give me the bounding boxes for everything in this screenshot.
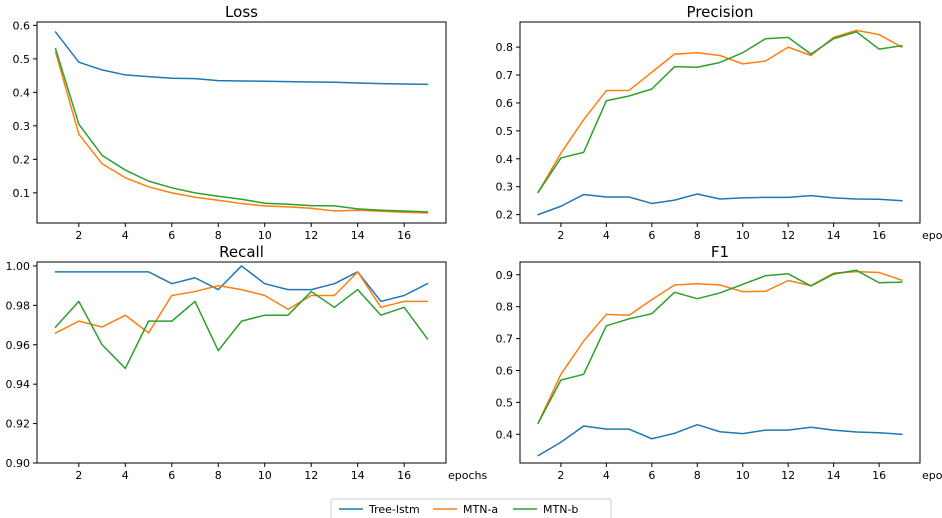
chart-title: Loss [225,3,258,21]
series-line-tree-lstm [54,30,429,86]
x-tick-label: 14 [827,229,841,242]
y-tick-label: 0.2 [13,153,31,166]
y-tick-label: 0.4 [496,428,514,441]
x-tick-label: 16 [872,229,886,242]
x-axis-label: epochs [922,229,942,242]
series-lines [537,269,903,457]
series-lines [537,29,903,216]
series-line-tree-lstm [54,265,429,303]
y-tick-label: 0.8 [496,301,514,314]
y-tick-label: 0.7 [496,333,514,346]
plot-frame [519,21,921,224]
plot-frame [519,261,921,464]
y-tick-label: 0.8 [496,41,514,54]
x-tick-label: 6 [648,469,655,482]
y-tick-label: 0.4 [496,153,514,166]
y-tick-label: 0.3 [496,181,514,194]
series-lines [54,265,429,370]
series-line-tree-lstm [537,423,903,457]
series-line-mtn-b [54,47,429,213]
x-tick-label: 12 [304,229,318,242]
x-tick-label: 6 [168,469,175,482]
x-tick-label: 14 [351,229,365,242]
legend-label: MTN-a [463,503,498,516]
legend-item-mtn-a: MTN-a [433,503,498,516]
x-tick-label: 8 [694,229,701,242]
subplot-f1: F1 2 4 6 8 10 12 14 16 0.4 0.5 0.6 0.7 0.8 0.9 epochs [496,243,942,482]
y-tick-label: 0.5 [496,396,514,409]
x-tick-label: 10 [258,229,272,242]
y-tick-label: 0.4 [13,86,31,99]
chart-title: Recall [219,243,264,261]
legend: Tree-lstm MTN-a MTN-b [330,498,612,518]
y-tick-label: 0.7 [496,69,514,82]
x-tick-label: 14 [351,469,365,482]
series-line-mtn-b [54,288,429,370]
x-tick-label: 10 [736,469,750,482]
y-tick-label: 0.5 [496,125,514,138]
series-line-mtn-a [54,271,429,334]
legend-label: MTN-b [543,503,578,516]
x-tick-label: 4 [603,229,610,242]
chart-title: F1 [711,243,729,261]
series-line-mtn-a [54,51,429,214]
x-tick-label: 12 [781,229,795,242]
y-tick-label: 0.5 [13,53,31,66]
y-tick-label: 0.96 [6,339,31,352]
x-tick-label: 2 [557,229,564,242]
x-tick-label: 4 [122,229,129,242]
subplot-loss: Loss 2 4 6 8 10 12 14 16 0.1 0.2 0.3 0.4 0.5 0.6 [13,3,447,242]
x-tick-label: 14 [827,469,841,482]
x-tick-label: 10 [258,469,272,482]
x-tick-label: 12 [304,469,318,482]
x-tick-label: 8 [215,229,222,242]
y-tick-label: 0.3 [13,120,31,133]
x-tick-label: 8 [215,469,222,482]
y-tick-label: 0.90 [6,457,31,470]
y-tick-label: 0.6 [496,364,514,377]
subplot-recall: Recall 2 4 6 8 10 12 14 16 0.90 0.92 0.94 0.96 0.98 1.… [6,243,488,482]
legend-box [330,498,612,518]
x-tick-label: 2 [557,469,564,482]
x-axis-label: epochs [448,469,487,482]
legend-item-mtn-b: MTN-b [513,503,578,516]
x-tick-label: 16 [872,469,886,482]
series-line-tree-lstm [537,193,903,216]
legend-label: Tree-lstm [368,503,420,516]
x-tick-label: 6 [168,229,175,242]
x-tick-label: 16 [397,469,411,482]
x-tick-label: 4 [603,469,610,482]
series-lines [54,30,429,214]
y-tick-label: 0.92 [6,418,31,431]
x-tick-label: 16 [397,229,411,242]
y-tick-label: 0.98 [6,299,31,312]
y-tick-label: 0.6 [496,97,514,110]
x-tick-label: 10 [736,229,750,242]
y-tick-label: 0.94 [6,378,31,391]
legend-item-tree-lstm: Tree-lstm [339,503,420,516]
x-tick-label: 2 [75,229,82,242]
x-tick-label: 12 [781,469,795,482]
series-line-mtn-b [537,31,903,194]
chart-title: Precision [687,3,754,21]
x-tick-label: 2 [75,469,82,482]
y-tick-label: 0.6 [13,19,31,32]
y-tick-label: 0.2 [496,209,514,222]
series-line-mtn-a [537,270,903,425]
subplot-precision: Precision 2 4 6 8 10 12 14 16 0.2 0.3 0.4 0.5 0.6 0.7 0… [496,3,942,242]
x-axis-label: epochs [922,469,942,482]
series-line-mtn-b [537,269,903,425]
x-tick-label: 8 [694,469,701,482]
plot-frame [36,261,447,464]
x-tick-label: 6 [648,229,655,242]
series-line-mtn-a [537,29,903,194]
y-tick-label: 1.00 [6,260,31,273]
y-tick-label: 0.1 [13,187,31,200]
x-tick-label: 4 [122,469,129,482]
plot-frame [36,21,447,224]
y-tick-label: 0.9 [496,269,514,282]
